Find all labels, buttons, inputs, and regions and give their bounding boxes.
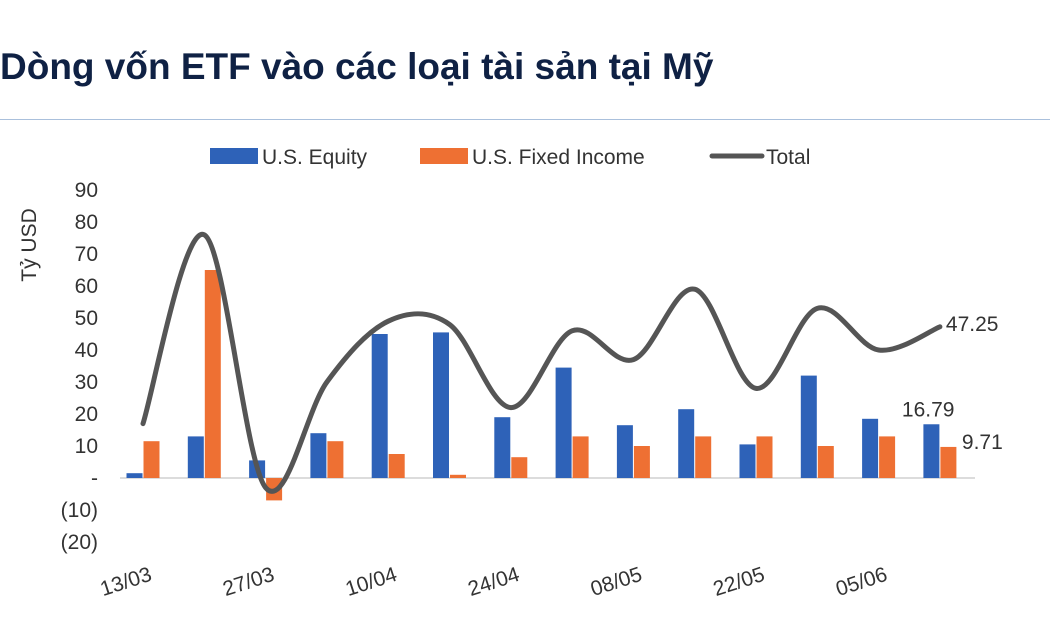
bar-us-equity [923, 424, 940, 478]
legend-swatch-us-fixed-income [420, 148, 468, 164]
y-tick-label: 50 [75, 307, 98, 330]
bar-us-fixed-income [327, 441, 344, 478]
bar-us-fixed-income [756, 436, 773, 478]
y-tick-label: - [91, 467, 98, 490]
x-tick-label: 22/05 [710, 563, 767, 601]
bar-us-equity [739, 444, 756, 478]
bar-us-fixed-income [940, 446, 957, 478]
y-tick-label: 60 [75, 275, 98, 298]
bar-us-equity [494, 417, 511, 478]
y-tick-label: 30 [75, 371, 98, 394]
bar-us-fixed-income [879, 436, 896, 478]
y-tick-label: 20 [75, 403, 98, 426]
x-tick-label: 13/03 [97, 563, 154, 601]
bar-us-equity [310, 433, 327, 478]
bar-us-fixed-income [695, 436, 712, 478]
title-divider [0, 119, 1050, 120]
bar-us-fixed-income [633, 446, 650, 478]
total-line [140, 232, 943, 494]
bar-us-fixed-income [817, 446, 834, 478]
bar-us-fixed-income [204, 270, 221, 478]
bar-us-fixed-income [450, 474, 466, 478]
legend-label-us-fixed-income: U.S. Fixed Income [472, 146, 645, 169]
bar-us-equity [616, 425, 633, 478]
bar-us-equity [555, 367, 572, 478]
total-series-line [140, 232, 943, 494]
bar-us-fixed-income [572, 436, 589, 478]
y-tick-label: 90 [75, 179, 98, 202]
y-tick-label: 40 [75, 339, 98, 362]
bar-us-fixed-income [511, 457, 528, 478]
x-tick-label: 08/05 [588, 563, 645, 601]
data-label-us-equity: 16.79 [902, 398, 955, 421]
bar-us-equity [371, 334, 388, 478]
bar-us-fixed-income [388, 454, 405, 478]
y-tick-label: (10) [61, 499, 98, 522]
y-axis-title: Tỷ USD [18, 208, 41, 282]
bar-us-equity [433, 332, 449, 478]
legend: U.S. Equity U.S. Fixed Income Total [210, 146, 810, 169]
x-tick-label: 24/04 [465, 563, 522, 601]
x-axis: 13/03 27/03 10/04 24/04 08/05 22/05 05/06 [97, 563, 890, 601]
y-tick-label: 70 [75, 243, 98, 266]
x-tick-label: 27/03 [220, 563, 277, 601]
data-label-total: 47.25 [946, 313, 999, 336]
bar-us-fixed-income [143, 441, 160, 478]
bar-us-equity [862, 418, 879, 478]
bar-us-equity [678, 409, 695, 478]
y-tick-label: (20) [61, 531, 98, 554]
x-tick-label: 05/06 [833, 563, 890, 601]
x-tick-label: 10/04 [343, 563, 400, 601]
legend-label-total: Total [766, 146, 810, 169]
data-label-us-fixed-income: 9.71 [962, 431, 1003, 454]
y-axis: 90 80 70 60 50 40 30 20 10 - (10) (20) Tỷ USD [18, 179, 975, 554]
legend-swatch-us-equity [210, 148, 258, 164]
bar-us-equity [126, 473, 143, 478]
bar-us-equity [187, 436, 204, 478]
bars [126, 270, 957, 501]
legend-label-us-equity: U.S. Equity [262, 146, 368, 169]
y-tick-label: 10 [75, 435, 98, 458]
y-tick-label: 80 [75, 211, 98, 234]
bar-us-equity [800, 375, 817, 478]
data-labels: 47.25 16.79 9.71 [902, 313, 1003, 454]
chart-title: Dòng vốn ETF vào các loại tài sản tại Mỹ [0, 46, 714, 87]
